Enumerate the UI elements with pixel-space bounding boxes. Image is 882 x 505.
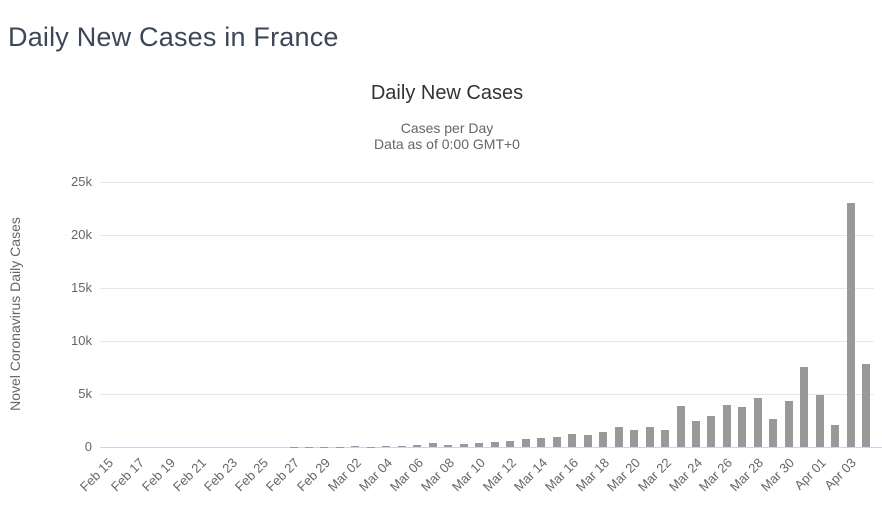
bar-mar-14[interactable] <box>537 438 546 447</box>
bar-mar-06[interactable] <box>413 444 422 447</box>
page-title: Daily New Cases in France <box>8 22 339 53</box>
y-tick-label: 5k <box>78 386 92 401</box>
y-tick-label: 25k <box>71 174 92 189</box>
bar-mar-18[interactable] <box>599 432 608 447</box>
bar-mar-22[interactable] <box>661 430 670 447</box>
y-tick-label: 0 <box>84 439 92 454</box>
chart-subtitle: Cases per Day Data as of 0:00 GMT+0 <box>0 120 882 152</box>
bar-mar-31[interactable] <box>800 366 809 447</box>
bar-mar-24[interactable] <box>691 421 700 447</box>
chart-title: Daily New Cases <box>370 82 524 104</box>
y-tick-label: 10k <box>71 333 92 348</box>
bar-mar-21[interactable] <box>645 427 654 447</box>
bar-mar-08[interactable] <box>444 445 453 447</box>
y-tick-label: 15k <box>71 280 92 295</box>
bar-mar-04[interactable] <box>382 446 391 447</box>
bar-apr-03[interactable] <box>846 202 855 447</box>
bar-mar-07[interactable] <box>428 443 437 447</box>
bar-mar-30[interactable] <box>784 400 793 447</box>
bar-mar-05[interactable] <box>397 445 406 447</box>
bar-mar-23[interactable] <box>676 406 685 447</box>
bar-mar-09[interactable] <box>459 443 468 447</box>
bar-mar-29[interactable] <box>769 419 778 447</box>
bar-mar-26[interactable] <box>722 405 731 447</box>
gridline <box>100 235 874 236</box>
bar-apr-01[interactable] <box>815 395 824 447</box>
bar-mar-19[interactable] <box>614 427 623 447</box>
plot-area: 0 5k 10k 15k 20k 25k Feb 15 Feb 17 Feb 19 Feb 21 F… <box>71 174 882 494</box>
chart-subtitle-line1: Cases per Day <box>400 120 494 136</box>
bar-mar-20[interactable] <box>630 429 639 447</box>
gridline <box>100 394 874 395</box>
x-axis-line <box>100 447 882 448</box>
bar-mar-17[interactable] <box>583 435 592 447</box>
bar-apr-02[interactable] <box>831 424 840 447</box>
y-tick-label: 20k <box>71 227 92 242</box>
bar-mar-15[interactable] <box>552 437 561 447</box>
chart-subtitle-line2: Data as of 0:00 GMT+0 <box>374 136 520 152</box>
bar-mar-02[interactable] <box>351 446 360 447</box>
bar-mar-11[interactable] <box>490 441 499 447</box>
bar-apr-04[interactable] <box>862 364 871 447</box>
bar-mar-25[interactable] <box>707 415 716 447</box>
bar-mar-16[interactable] <box>568 434 577 447</box>
bar-mar-28[interactable] <box>753 398 762 447</box>
bar-mar-10[interactable] <box>475 443 484 447</box>
bar-mar-12[interactable] <box>506 440 515 447</box>
gridline <box>100 341 874 342</box>
bar-mar-27[interactable] <box>738 406 747 447</box>
gridline <box>100 288 874 289</box>
bar-mar-13[interactable] <box>521 438 530 447</box>
gridline <box>100 182 874 183</box>
